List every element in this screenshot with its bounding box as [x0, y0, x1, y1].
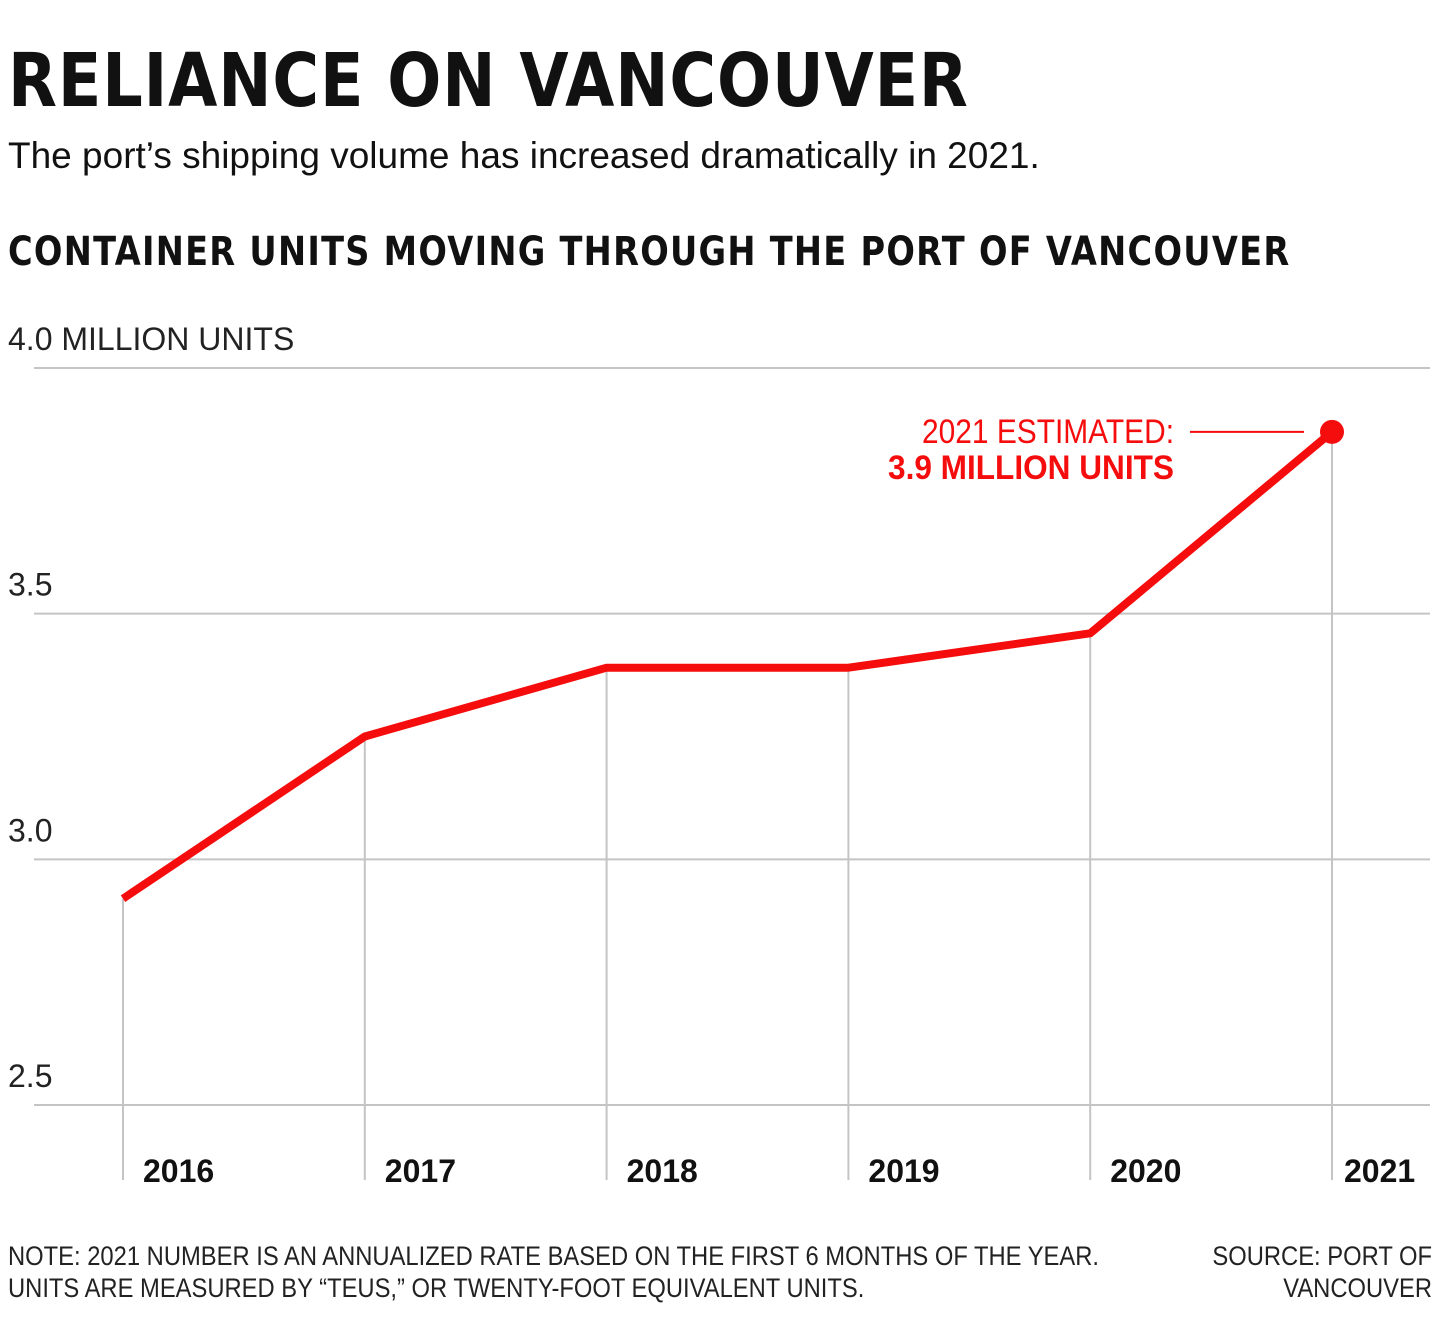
y-tick-label: 3.0: [8, 812, 52, 848]
note-line-2: UNITS ARE MEASURED BY “TEUS,” OR TWENTY-…: [8, 1273, 865, 1303]
x-tick-label: 2021: [1344, 1153, 1415, 1189]
annotation-value: 3.9 MILLION UNITS: [888, 449, 1174, 487]
y-tick-label: 4.0 MILLION UNITS: [8, 321, 294, 357]
source-line-2: VANCOUVER: [1283, 1273, 1432, 1303]
annotation-layer: 2021 ESTIMATED:3.9 MILLION UNITS: [888, 413, 1304, 487]
chart-heading: CONTAINER UNITS MOVING THROUGH THE PORT …: [8, 229, 1291, 275]
x-tick-label: 2016: [143, 1153, 214, 1189]
annotation-label: 2021 ESTIMATED:: [922, 413, 1174, 451]
x-tick-label: 2018: [627, 1153, 698, 1189]
note-line-1: NOTE: 2021 NUMBER IS AN ANNUALIZED RATE …: [8, 1241, 1100, 1271]
series-line: [120, 428, 1335, 902]
tick-layer: 4.0 MILLION UNITS 3.5 3.0 2.5 2016 2017 2018 20…: [8, 321, 1415, 1189]
chart-source: SOURCE: PORT OF VANCOUVER: [1168, 1240, 1432, 1304]
source-line-1: SOURCE: PORT OF: [1212, 1241, 1432, 1271]
grid-layer: [34, 367, 1430, 1180]
x-tick-label: 2020: [1110, 1153, 1181, 1189]
y-tick-label: 2.5: [8, 1058, 52, 1094]
page-subtitle: The port’s shipping volume has increased…: [8, 135, 1040, 176]
x-tick-label: 2017: [385, 1153, 456, 1189]
x-tick-label: 2019: [868, 1153, 939, 1189]
chart-note: NOTE: 2021 NUMBER IS AN ANNUALIZED RATE …: [8, 1240, 1099, 1304]
end-point-marker: [1320, 419, 1344, 444]
line-chart: 4.0 MILLION UNITS 3.5 3.0 2.5 2016 2017 2018 20…: [8, 321, 1430, 1189]
y-tick-label: 3.5: [8, 567, 52, 603]
page-title: RELIANCE ON VANCOUVER: [8, 38, 969, 124]
series-layer: [120, 419, 1344, 902]
